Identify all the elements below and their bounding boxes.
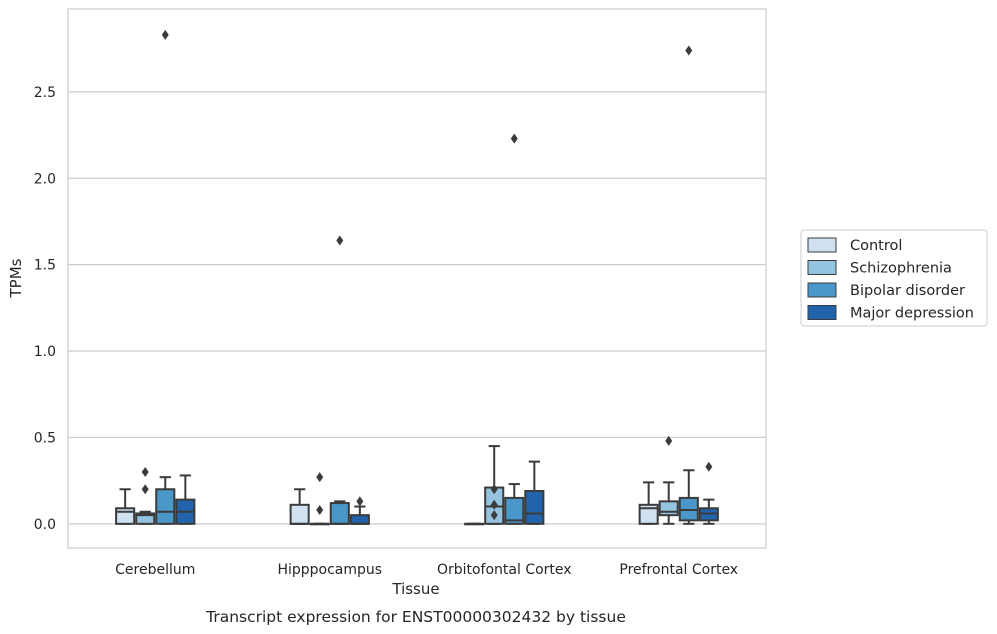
x-tick-labels: Cerebellum Hipppocampus Orbitofontal Corte…	[115, 562, 738, 578]
legend-frame	[800, 229, 988, 327]
box-group	[638, 481, 659, 525]
legend-label: Bipolar disorder	[850, 283, 965, 299]
box-group	[289, 488, 310, 525]
box-group	[309, 472, 330, 526]
legend: Control Schizophrenia Bipolar disorder Majo…	[800, 229, 988, 327]
outlier-point	[490, 510, 498, 521]
y-tick-label: 0.0	[34, 517, 56, 533]
y-tick-labels: 0.0 0.5 1.0 1.5 2.0 2.5	[34, 85, 56, 533]
outlier-point	[490, 499, 498, 510]
chart-caption: Transcript expression for ENST0000030243…	[205, 608, 626, 626]
outlier-point	[665, 435, 673, 446]
outlier-point	[510, 133, 518, 144]
legend-swatch	[807, 260, 837, 275]
box-group	[329, 235, 350, 525]
outlier-point	[316, 472, 324, 483]
box	[289, 503, 310, 525]
box-group	[678, 45, 699, 525]
plot-frame	[67, 8, 767, 549]
box-group	[484, 445, 505, 525]
outlier-point	[336, 235, 344, 246]
y-tick-label: 1.5	[34, 258, 56, 274]
legend-swatch	[807, 282, 837, 298]
box	[524, 489, 545, 525]
box-group	[349, 496, 370, 525]
y-axis-label: TPMs	[7, 258, 25, 298]
y-tick-label: 1.0	[34, 344, 56, 360]
box-group	[524, 460, 545, 525]
box	[115, 507, 136, 525]
box	[135, 512, 156, 525]
x-axis-label: Tissue	[391, 580, 439, 598]
box-group	[135, 466, 156, 525]
box-group	[504, 133, 525, 525]
legend-swatch	[807, 237, 837, 253]
outlier-point	[705, 461, 713, 472]
x-tick-label: Cerebellum	[115, 562, 195, 578]
outlier-point	[141, 466, 149, 477]
gridlines	[68, 91, 766, 525]
box	[658, 500, 679, 517]
box-group	[115, 488, 136, 525]
outlier-point	[316, 504, 324, 515]
box	[349, 514, 370, 525]
y-tick-label: 0.5	[34, 430, 56, 446]
outlier-point	[161, 29, 169, 40]
box	[504, 496, 525, 525]
box	[329, 502, 350, 525]
x-tick-label: Prefrontal Cortex	[619, 562, 738, 578]
box	[155, 488, 176, 525]
legend-swatch	[807, 305, 837, 320]
box-group	[175, 474, 196, 525]
outlier-point	[490, 484, 498, 495]
box-groups	[115, 29, 719, 526]
outlier-point	[141, 484, 149, 495]
legend-label: Major depression	[850, 306, 974, 322]
box-group	[658, 435, 679, 525]
outlier-point	[685, 45, 693, 56]
x-tick-label: Orbitofontal Cortex	[437, 562, 572, 578]
box-group	[464, 522, 485, 526]
box	[638, 503, 659, 525]
y-tick-label: 2.0	[34, 171, 56, 187]
x-tick-label: Hipppocampus	[277, 562, 382, 578]
box-group	[698, 461, 719, 525]
y-tick-label: 2.5	[34, 85, 56, 101]
outlier-point	[356, 496, 364, 507]
legend-label: Schizophrenia	[850, 261, 952, 277]
legend-label: Control	[850, 238, 902, 254]
box-group	[155, 29, 176, 525]
